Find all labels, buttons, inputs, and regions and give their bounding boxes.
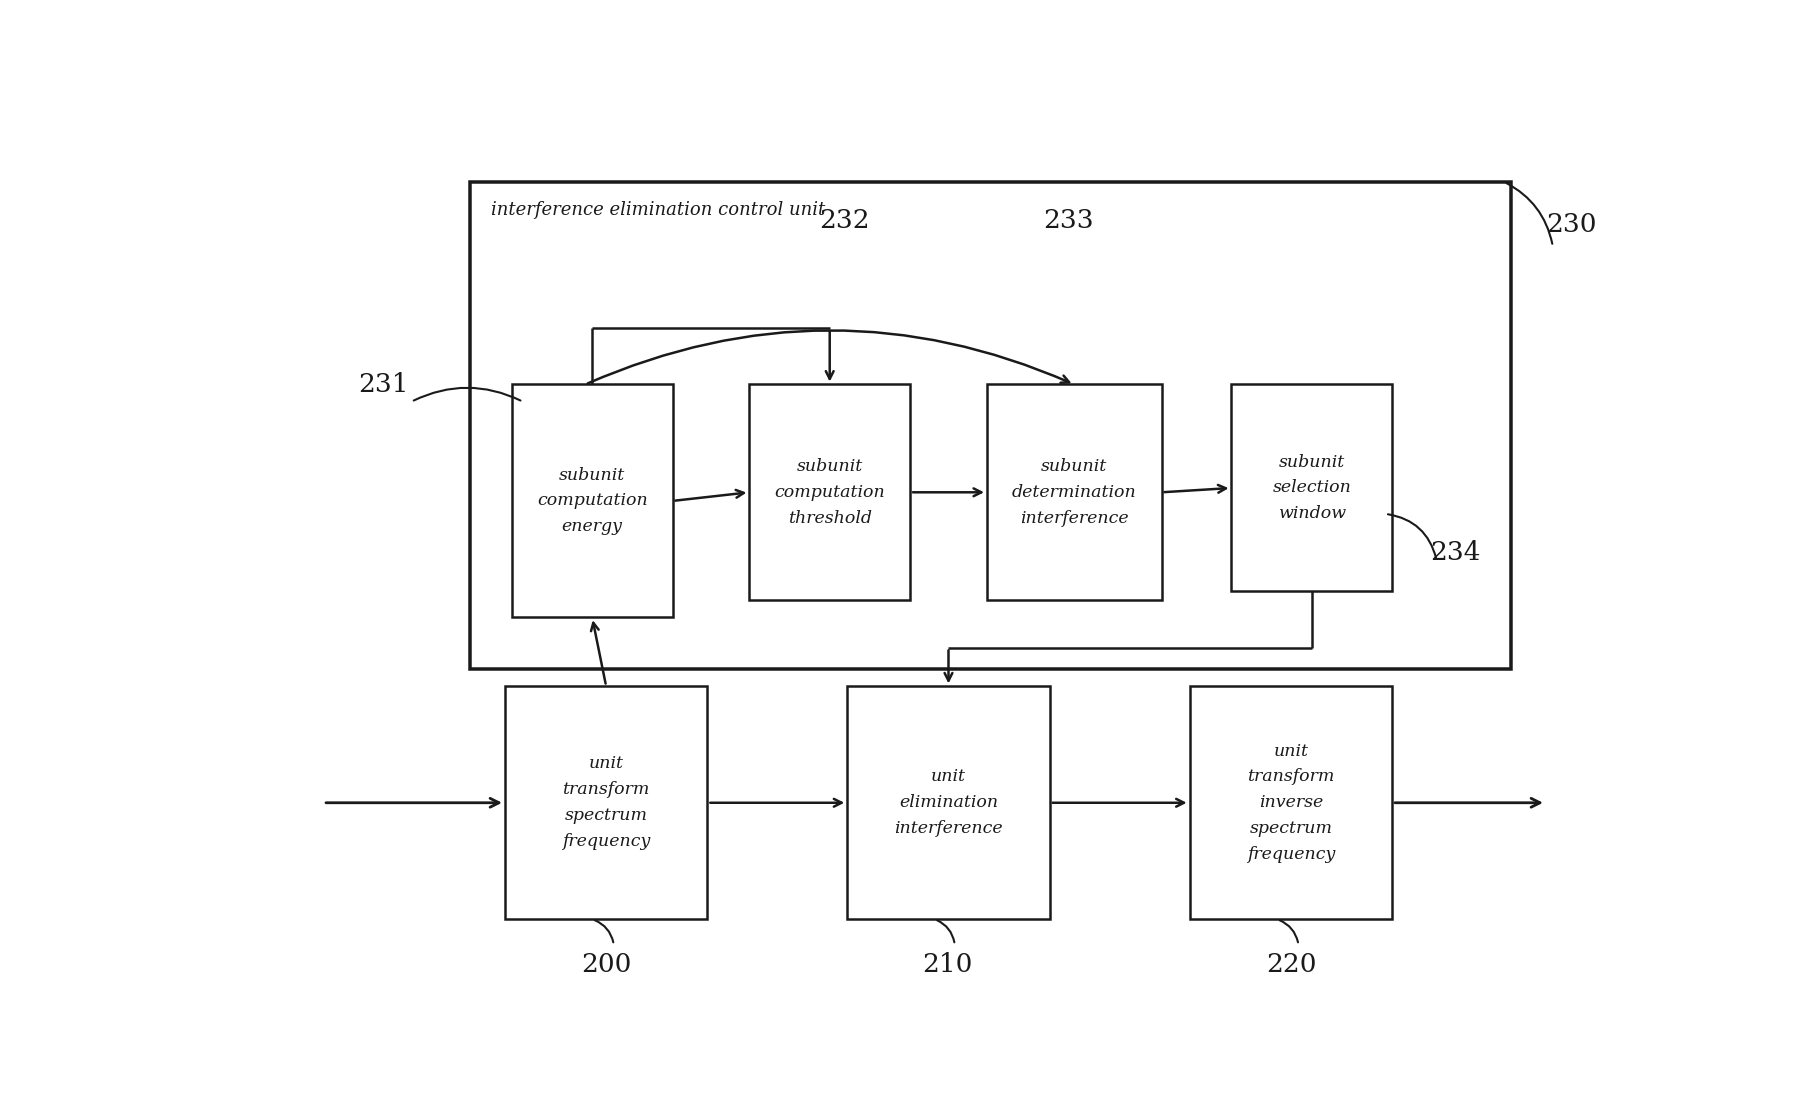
Text: window: window — [1278, 505, 1345, 522]
Text: subunit: subunit — [797, 458, 864, 475]
Text: spectrum: spectrum — [564, 808, 647, 824]
Text: energy: energy — [563, 519, 622, 535]
Text: 232: 232 — [819, 208, 869, 233]
Bar — [986, 384, 1161, 600]
Text: 231: 231 — [359, 372, 409, 396]
Text: 210: 210 — [923, 952, 974, 977]
Text: transform: transform — [563, 782, 649, 799]
Text: inverse: inverse — [1258, 794, 1323, 811]
Text: computation: computation — [537, 493, 647, 510]
Text: interference: interference — [1020, 510, 1129, 526]
Text: spectrum: spectrum — [1249, 820, 1332, 837]
Text: elimination: elimination — [900, 794, 999, 811]
Text: selection: selection — [1273, 479, 1350, 496]
Text: threshold: threshold — [788, 510, 871, 526]
Text: frequency: frequency — [563, 833, 651, 850]
Text: transform: transform — [1248, 768, 1334, 785]
Text: subunit: subunit — [1040, 458, 1107, 475]
Text: 220: 220 — [1266, 952, 1316, 977]
Text: 233: 233 — [1042, 208, 1093, 233]
Text: subunit: subunit — [559, 467, 626, 484]
Bar — [1190, 687, 1392, 920]
Text: 230: 230 — [1545, 213, 1596, 237]
Text: subunit: subunit — [1278, 454, 1345, 470]
Bar — [505, 687, 707, 920]
Text: unit: unit — [930, 768, 966, 785]
Text: 234: 234 — [1430, 540, 1480, 566]
Bar — [512, 384, 673, 617]
Text: interference: interference — [894, 820, 1002, 837]
Text: interference elimination control unit: interference elimination control unit — [490, 200, 826, 218]
Bar — [471, 181, 1511, 669]
Text: determination: determination — [1011, 484, 1136, 501]
Bar — [1231, 384, 1392, 591]
Text: unit: unit — [1273, 743, 1309, 759]
Text: frequency: frequency — [1246, 846, 1334, 864]
Text: 200: 200 — [582, 952, 633, 977]
Bar — [847, 687, 1049, 920]
Text: unit: unit — [588, 756, 624, 773]
Text: computation: computation — [773, 484, 885, 501]
Bar — [750, 384, 911, 600]
